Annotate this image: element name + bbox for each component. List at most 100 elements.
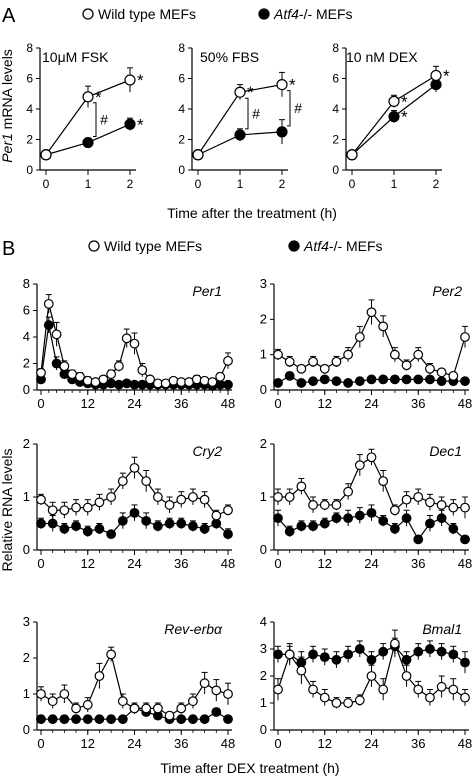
data-point (40, 149, 52, 161)
data-point (308, 521, 318, 532)
data-point (460, 376, 470, 387)
y-tick-label: 2 (260, 436, 267, 451)
data-point (199, 523, 210, 534)
data-point (43, 298, 54, 309)
data-point (296, 481, 307, 492)
data-point (276, 126, 288, 138)
data-point (82, 136, 94, 149)
data-point (176, 518, 187, 529)
data-point (319, 363, 330, 374)
data-point (284, 649, 295, 660)
chart-title: Per1 (192, 283, 222, 299)
chart-title: Per2 (432, 283, 462, 299)
significance-star: * (443, 66, 450, 85)
data-point (114, 361, 124, 372)
chart-title: 50% FBS (200, 49, 259, 65)
data-point (71, 502, 81, 513)
data-point (276, 78, 288, 91)
data-point (82, 526, 93, 537)
data-point (389, 349, 400, 360)
legend-a-mutant-gene: Atf4 (273, 6, 299, 22)
data-point (106, 529, 117, 539)
data-point (378, 321, 389, 332)
data-point (82, 91, 94, 103)
data-point (319, 374, 330, 385)
data-point (211, 510, 222, 521)
significance-star: * (289, 76, 296, 95)
x-tick-label: 24 (127, 556, 141, 571)
data-point (223, 355, 233, 366)
data-point (36, 367, 46, 378)
data-point (114, 379, 124, 390)
data-point (36, 689, 46, 699)
x-tick-label: 2 (433, 177, 440, 191)
y-tick-label: 4 (178, 102, 185, 116)
significance-hash: # (100, 112, 108, 128)
data-point (366, 508, 377, 518)
data-point (124, 118, 136, 130)
data-point (413, 684, 424, 695)
x-tick-label: 12 (318, 396, 332, 411)
x-tick-label: 48 (458, 396, 472, 411)
data-point (188, 521, 198, 532)
y-tick-label: 0 (26, 163, 33, 177)
data-point (378, 374, 389, 385)
data-point (354, 332, 365, 342)
y-tick-label: 0 (260, 722, 267, 737)
data-point (192, 149, 204, 161)
data-point (117, 714, 128, 725)
data-point (47, 505, 58, 516)
y-tick-label: 0 (23, 382, 30, 397)
y-tick-label: 0 (23, 542, 30, 557)
data-point (354, 644, 365, 654)
y-tick-label: 8 (178, 41, 185, 55)
data-point (413, 492, 424, 502)
y-tick-label: 8 (332, 41, 339, 55)
significance-bracket (93, 102, 97, 138)
data-point (425, 497, 435, 508)
significance-star: * (137, 115, 144, 134)
data-point (82, 699, 93, 710)
data-point (343, 513, 354, 524)
data-point (389, 505, 400, 516)
x-tick-label: 1 (85, 177, 92, 191)
data-point (124, 74, 136, 86)
data-point (388, 111, 400, 123)
y-tick-label: 6 (23, 303, 30, 318)
legend-a-mutant-text: Atf4-/- MEFs (273, 6, 353, 22)
x-tick-label: 24 (127, 396, 141, 411)
data-point (117, 696, 128, 707)
data-point (152, 703, 163, 714)
data-point (436, 500, 447, 510)
data-point (145, 374, 155, 385)
data-point (164, 710, 175, 721)
data-point (319, 692, 330, 703)
x-tick-label: 1 (237, 177, 244, 191)
panel-a-ylabel: Per1 mRNA levels (0, 49, 15, 163)
data-point (308, 684, 318, 695)
x-tick-label: 0 (43, 177, 50, 191)
data-point (234, 129, 246, 141)
data-point (460, 332, 470, 342)
data-point (331, 654, 342, 665)
data-point (106, 369, 117, 380)
data-point (448, 370, 459, 381)
legend-b-mutant-suffix: -/- MEFs (329, 238, 383, 254)
data-point (106, 492, 117, 502)
data-point (121, 333, 132, 344)
data-point (296, 521, 307, 532)
data-point (199, 714, 210, 725)
data-point (319, 518, 330, 529)
data-point (273, 492, 283, 502)
data-point (331, 500, 342, 510)
data-point (343, 349, 354, 360)
data-point (47, 714, 58, 725)
chart-title: 10μM FSK (42, 49, 109, 65)
y-tick-label: 4 (332, 102, 339, 116)
data-point (188, 696, 198, 707)
data-point (425, 374, 435, 385)
y-tick-label: 2 (260, 668, 267, 683)
